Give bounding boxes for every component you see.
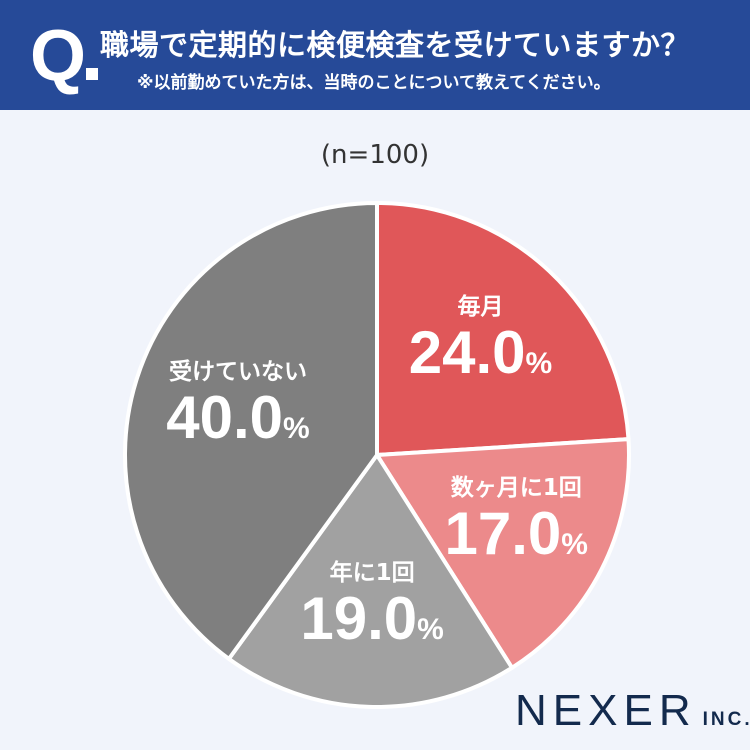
nexer-logo: NEXER INC. [515, 686, 750, 736]
slice-value: 40.0% [166, 383, 310, 451]
question-title: 職場で定期的に検便検査を受けていますか？ [100, 28, 691, 62]
slice-value: 24.0% [408, 318, 553, 386]
pie-slice [123, 201, 379, 661]
logo-suffix: INC. [702, 709, 750, 730]
slice-category: 毎月 [457, 293, 504, 320]
pie-slice [375, 201, 631, 457]
slice-value: 17.0% [444, 499, 588, 567]
slice-value: 19.0% [300, 585, 444, 653]
slice-category: 受けていない [168, 358, 307, 385]
q-dot [86, 68, 98, 80]
slice-category: 年に1回 [329, 560, 415, 587]
pie-slice [375, 437, 631, 670]
pie-slice [226, 453, 515, 709]
slice-label: 年に1回 19.0% [300, 553, 443, 662]
sample-size: (n=100) [320, 140, 430, 170]
q-mark: Q [30, 16, 87, 96]
slice-label: 毎月 24.0% [409, 287, 552, 396]
slice-label: 受けていない 40.0% [166, 352, 309, 461]
slice-label: 数ヶ月に1回 17.0% [444, 468, 587, 577]
logo-name: NEXER [515, 686, 697, 735]
slice-category: 数ヶ月に1回 [450, 474, 582, 501]
question-subtitle: ※以前勤めていた方は、当時のことについて教えてください。 [137, 73, 611, 93]
question-header: Q 職場で定期的に検便検査を受けていますか？ ※以前勤めていた方は、当時のことに… [0, 0, 750, 110]
